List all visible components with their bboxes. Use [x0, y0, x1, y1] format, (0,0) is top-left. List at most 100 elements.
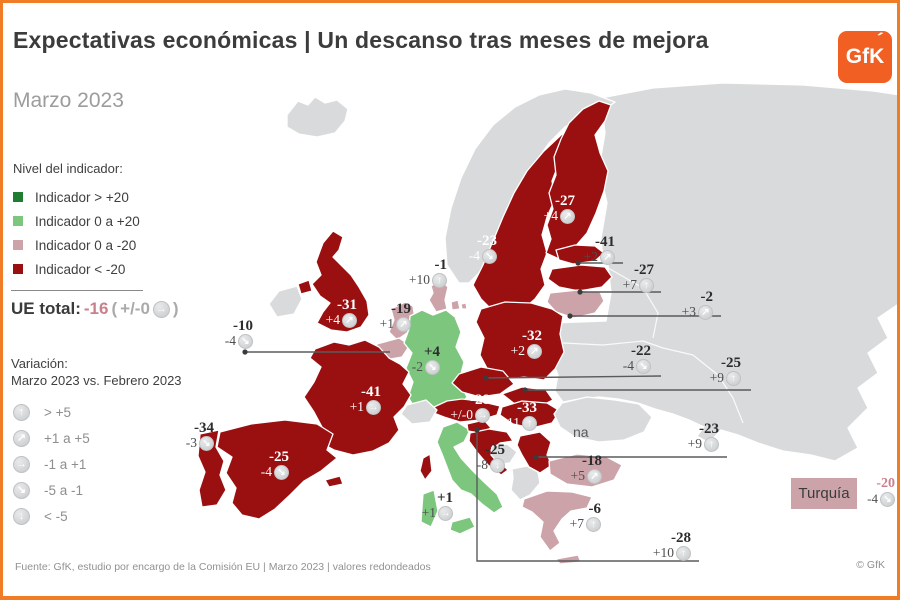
map-label-greece: -6 +7 ↑ [570, 502, 601, 532]
down-arrow-icon: ↓ [13, 507, 30, 525]
turkey-level: -20 [876, 476, 895, 491]
legend-label: Indicador < -20 [35, 261, 126, 277]
map-label-estonia: -41 +2 ↗ [584, 235, 615, 265]
indicator-level: -31 [337, 297, 357, 313]
legend-color-swatch [13, 216, 23, 226]
variation-value: +11 [499, 415, 520, 430]
up-arrow-icon: ↑ [676, 545, 691, 561]
down-right-arrow-icon: ↘ [199, 435, 214, 451]
country-kaliningrad [538, 310, 554, 322]
indicator-variation: +2 ↗ [511, 343, 542, 359]
map-label-slovakia: -25 +9 ↑ [710, 356, 741, 386]
variation-value: +7 [622, 277, 637, 292]
down-right-arrow-icon: ↘ [13, 481, 30, 499]
down-right-arrow-icon: ↘ [482, 248, 497, 264]
indicator-variation: -4 ↘ [225, 333, 253, 349]
leader-dot-lithuania [567, 313, 573, 319]
map-label-germany: +4 -2 ↘ [412, 345, 440, 375]
ue-total: UE total: -16 ( +/-0 → ) [11, 299, 179, 319]
variation-legend: ↑ > +5 ↗ +1 a +5 → -1 a +1 ↘ -5 a -1 ↓ < -5 [13, 399, 90, 529]
map-label-uk: -31 +4 ↗ [326, 298, 357, 328]
variation-value: +7 [569, 516, 584, 531]
ue-total-label: UE total: [11, 299, 81, 318]
up-right-arrow-icon: ↗ [698, 304, 713, 320]
country-denmark-island [460, 302, 468, 310]
variation-value: -8 [476, 457, 488, 472]
country-switzerland [400, 399, 438, 425]
variation-value: +9 [687, 436, 702, 451]
country-belgium [373, 337, 411, 361]
country-romania [553, 396, 653, 443]
indicator-variation: -2 ↘ [412, 359, 440, 375]
indicator-variation: +3 ↗ [682, 304, 713, 320]
down-right-arrow-icon: ↘ [238, 333, 253, 349]
variation-value: -4 [622, 358, 634, 373]
variation-value: +1 [349, 399, 364, 414]
legend-label: Indicador > +20 [35, 189, 129, 205]
variation-range-label: < -5 [44, 508, 68, 524]
paren-close: ) [172, 299, 179, 318]
indicator-level: -6 [588, 501, 602, 517]
indicator-level: -27 [634, 262, 654, 278]
indicator-level: -23 [477, 233, 497, 249]
page-title: Expectativas económicas | Un descanso tr… [13, 27, 709, 53]
variation-value: +1 [379, 316, 394, 331]
map-label-czechia: -22 -4 ↘ [623, 344, 651, 374]
indicator-level: -28 [671, 530, 691, 546]
variation-value: +/-0 [450, 407, 473, 422]
copyright: © GfK [856, 559, 885, 571]
source-note: Fuente: GfK, estudio por encargo de la C… [15, 561, 431, 573]
up-arrow-icon: ↑ [639, 277, 654, 293]
country-iceland [286, 96, 349, 138]
paren-open: ( [111, 299, 118, 318]
variation-title-line1: Variación: [11, 356, 68, 371]
leader-dot-slovenia [474, 427, 480, 433]
indicator-variation: -4 ↘ [623, 358, 651, 374]
variation-range-label: -1 a +1 [44, 456, 87, 472]
map-label-austria: -28 +/-0 → [450, 393, 490, 423]
leader-dot-belgium [242, 349, 248, 355]
indicator-variation: +10 ↑ [409, 272, 447, 288]
leader-dot-czechia [483, 375, 489, 381]
variation-value: -2 [411, 359, 423, 374]
variation-legend-item: ↘ -5 a -1 [13, 477, 90, 503]
country-albania-macedonia [510, 465, 541, 501]
indicator-level: -2 [700, 289, 714, 305]
legend-color-swatch [13, 264, 23, 274]
right-arrow-icon: → [475, 407, 490, 423]
map-label-italy: +1 +1 → [422, 491, 453, 521]
indicator-variation: +9 ↑ [688, 436, 719, 452]
indicator-level: -25 [269, 449, 289, 465]
indicator-variation: -3 ↘ [186, 435, 214, 451]
indicator-level: -33 [517, 400, 537, 416]
country-northern-ireland [297, 279, 313, 295]
indicator-variation: +4 ↗ [326, 312, 357, 328]
variation-value: +5 [570, 468, 585, 483]
country-lithuania [546, 289, 605, 319]
right-arrow-icon: → [366, 399, 381, 415]
map-label-belgium: -10 -4 ↘ [225, 319, 253, 349]
indicator-level: -27 [555, 193, 575, 209]
gfk-logo: ´ GfK [838, 30, 892, 83]
up-arrow-icon: ↑ [13, 403, 30, 421]
legend-color-swatch [13, 192, 23, 202]
leader-dot-serbia [533, 454, 539, 460]
indicator-level: -41 [361, 384, 381, 400]
border-moldova [652, 408, 666, 436]
up-right-arrow-icon: ↗ [527, 343, 542, 359]
variation-value: +2 [583, 249, 598, 264]
turkey-label-box: Turquía [791, 478, 857, 509]
indicator-variation: +9 ↑ [710, 370, 741, 386]
up-right-arrow-icon: ↗ [587, 468, 602, 484]
variation-range-label: +1 a +5 [44, 430, 90, 446]
country-crete [555, 554, 582, 565]
down-right-arrow-icon: ↘ [636, 358, 651, 374]
variation-value: +2 [510, 343, 525, 358]
down-right-arrow-icon: ↘ [880, 491, 895, 507]
indicator-level: +4 [423, 344, 440, 360]
country-balearics [324, 475, 344, 488]
right-arrow-icon: → [438, 505, 453, 521]
variation-range-label: > +5 [44, 404, 72, 420]
indicator-variation: -4 ↘ [261, 464, 289, 480]
